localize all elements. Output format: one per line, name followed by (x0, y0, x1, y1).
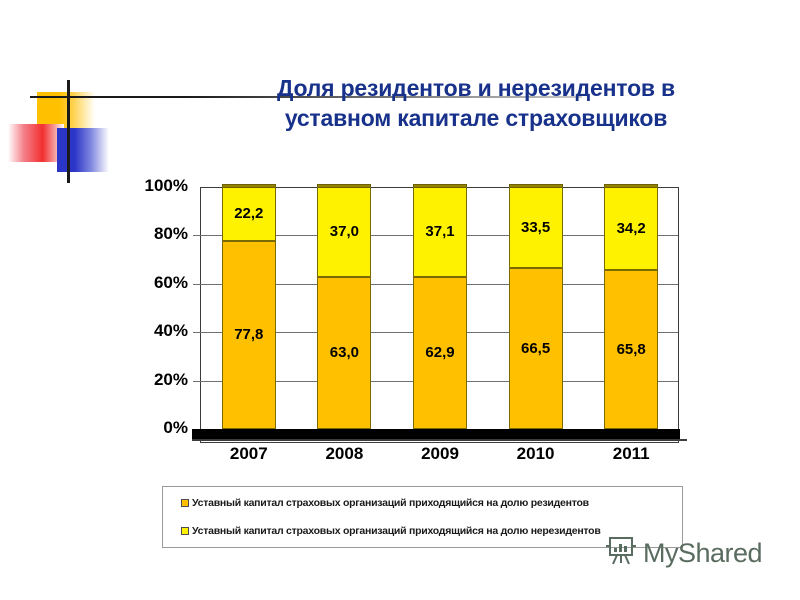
x-axis: 2007 2008 2009 2010 2011 (192, 444, 680, 470)
bar-segment-2010-residents: 66,5 (508, 268, 563, 429)
bar-segment-2007-residents: 77,8 (221, 240, 276, 429)
blue-square-icon (57, 128, 109, 172)
legend-swatch-residents (181, 499, 189, 507)
y-axis-tick-80: 80% (153, 224, 188, 244)
decorative-logo (0, 60, 190, 183)
legend-item-non-residents: Уставный капитал страховых организаций п… (181, 525, 601, 537)
watermark-text: MyShared (643, 538, 763, 568)
x-axis-tick-2011: 2011 (612, 444, 650, 463)
bar-group-2011: 65,8 34,2 (604, 184, 659, 429)
bar-segment-2010-non-residents: 33,5 (508, 187, 563, 269)
data-label-2011-residents: 65,8 (616, 340, 646, 358)
data-label-2009-non-residents: 37,1 (425, 223, 455, 241)
data-label-2008-residents: 63,0 (329, 344, 359, 362)
legend-item-residents: Уставный капитал страховых организаций п… (181, 497, 589, 509)
data-label-2007-residents: 77,8 (234, 326, 264, 344)
y-axis-tick-40: 40% (153, 321, 188, 341)
bar-segment-2011-non-residents: 34,2 (604, 187, 659, 270)
red-square-icon (8, 124, 64, 162)
y-axis-tick-0: 0% (163, 418, 188, 437)
bar-top-cap-2009 (413, 184, 467, 188)
x-axis-tick-2009: 2009 (421, 444, 459, 463)
legend-label-residents: Уставный капитал страховых организаций п… (192, 497, 589, 509)
data-label-2011-non-residents: 34,2 (616, 219, 646, 237)
bar-chart: 100% 80% 60% 40% 20% 0% 77,8 22,2 63,0 37,0 62,9 3… (100, 176, 700, 482)
bar-group-2010: 66,5 33,5 (508, 184, 563, 429)
bar-segment-2011-residents: 65,8 (604, 269, 659, 429)
bar-segment-2008-non-residents: 37,0 (317, 187, 372, 277)
bar-group-2008: 63,0 37,0 (317, 184, 372, 429)
y-axis-tick-100: 100% (144, 176, 188, 195)
x-axis-tick-2008: 2008 (325, 444, 364, 463)
data-label-2008-non-residents: 37,0 (329, 223, 359, 241)
data-label-2010-residents: 66,5 (520, 340, 551, 358)
easel-chart-icon (606, 535, 636, 572)
y-axis-tick-20: 20% (153, 369, 188, 389)
x-axis-tick-2007: 2007 (229, 444, 268, 463)
bar-group-2007: 77,8 22,2 (221, 184, 276, 429)
myshared-watermark: MyShared (606, 535, 763, 572)
bar-top-cap-2011 (604, 184, 659, 188)
y-axis-tick-60: 60% (153, 272, 188, 292)
bar-top-cap-2010 (508, 184, 563, 188)
vertical-rule (67, 80, 70, 183)
chart-legend: Уставный капитал страховых организаций п… (162, 486, 683, 548)
page-title-line-2: уставном капитале страховщиков (284, 104, 668, 131)
horizontal-rule (30, 96, 582, 98)
bar-segment-2007-non-residents: 22,2 (221, 187, 276, 241)
data-label-2007-non-residents: 22,2 (234, 205, 264, 223)
plot-floor-edge (192, 439, 687, 441)
y-axis: 100% 80% 60% 40% 20% 0% (100, 176, 188, 444)
page-title-line-1: Доля резидентов и нерезидентов в (277, 75, 675, 101)
page-title: Доля резидентов и нерезидентов в уставно… (190, 74, 762, 134)
bar-top-cap-2008 (317, 184, 372, 188)
bar-segment-2009-residents: 62,9 (413, 276, 467, 429)
legend-swatch-non-residents (181, 527, 189, 535)
data-label-2009-residents: 62,9 (425, 344, 455, 362)
bar-group-2009: 62,9 37,1 (413, 184, 467, 429)
plot-floor (192, 429, 680, 439)
bar-top-cap-2007 (221, 184, 276, 188)
x-axis-tick-2010: 2010 (516, 444, 555, 463)
legend-label-non-residents: Уставный капитал страховых организаций п… (192, 525, 601, 537)
plot-left-wall (192, 187, 201, 443)
bar-segment-2009-non-residents: 37,1 (413, 187, 467, 277)
data-label-2010-non-residents: 33,5 (520, 219, 551, 237)
bar-segment-2008-residents: 63,0 (317, 276, 372, 429)
